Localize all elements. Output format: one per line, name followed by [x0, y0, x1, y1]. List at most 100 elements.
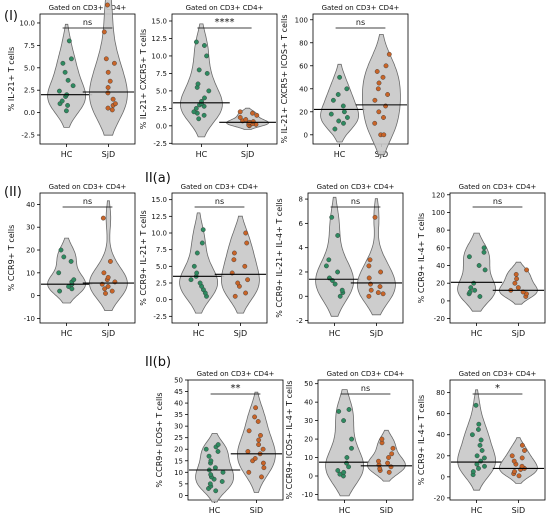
- significance-label: **: [231, 383, 241, 394]
- data-point: [69, 56, 74, 62]
- data-point: [349, 445, 354, 451]
- data-point: [105, 85, 111, 90]
- violin-panel: Gated on CD3+ CD4+ 0 5 10 15 20 25 30 35 40 45 50 % …: [155, 370, 284, 513]
- data-point: [326, 257, 332, 263]
- data-point: [467, 289, 473, 295]
- violin-panel: Gated on CD3+ CD4+ -2 0 2 4 6 8 % CCR9+ IL-21+ …: [275, 183, 404, 338]
- data-point: [208, 472, 214, 477]
- data-point: [335, 92, 341, 97]
- data-point: [332, 281, 338, 287]
- data-point: [68, 258, 74, 264]
- data-point: [62, 69, 68, 75]
- violin-panel: Gated on CD3+ CD4+ -10 0 10 20 30 40 50 % CCR9+ …: [285, 370, 414, 513]
- x-tick-label: HC: [471, 329, 483, 338]
- data-point: [516, 473, 522, 479]
- y-tick-label: 10: [304, 454, 313, 462]
- data-point: [105, 284, 111, 289]
- data-point: [323, 263, 329, 269]
- data-point: [520, 442, 525, 448]
- y-tick-label: 20: [26, 247, 35, 255]
- y-tick-label: 100: [295, 16, 308, 24]
- data-point: [105, 105, 111, 111]
- data-point: [245, 277, 251, 283]
- data-point: [344, 86, 350, 92]
- violin-shape: [179, 212, 218, 314]
- data-point: [231, 257, 237, 263]
- data-point: [372, 214, 378, 220]
- y-tick-label: 2.5: [24, 87, 35, 95]
- x-tick-label: HC: [209, 506, 221, 513]
- y-tick-label: 30: [26, 224, 35, 232]
- data-point: [58, 247, 64, 253]
- y-tick-label: 0.0: [156, 122, 167, 130]
- y-tick-label: 7.5: [156, 70, 167, 78]
- data-point: [481, 245, 487, 251]
- data-point: [260, 460, 266, 466]
- data-point: [377, 284, 383, 289]
- data-point: [243, 230, 249, 236]
- data-point: [206, 88, 212, 94]
- y-tick-label: -2.5: [21, 132, 35, 140]
- y-tick-label: 5.0: [156, 87, 167, 95]
- x-tick-label: SjD: [102, 150, 115, 159]
- panel-title: Gated on CD3+ CD4+: [459, 183, 537, 191]
- data-point: [329, 214, 335, 220]
- y-tick-label: 40: [436, 262, 445, 270]
- data-point: [481, 249, 487, 255]
- y-axis-label: % IL-21+ CXCR5+ T cells: [139, 29, 148, 129]
- data-point: [366, 263, 372, 269]
- data-point: [330, 97, 336, 103]
- data-point: [472, 287, 478, 293]
- data-point: [366, 275, 372, 281]
- plot-frame: [449, 379, 546, 501]
- data-point: [195, 81, 201, 87]
- violin-shape: [362, 34, 401, 156]
- y-tick-label: 0: [441, 473, 445, 481]
- panel-title: Gated on CD3+ CD4+: [49, 4, 127, 12]
- data-point: [243, 117, 249, 122]
- significance-label: ns: [351, 197, 360, 206]
- data-point: [212, 465, 218, 471]
- data-point: [376, 458, 381, 464]
- x-tick-label: HC: [329, 329, 341, 338]
- y-axis-label: % CCR9+ T cells: [7, 225, 16, 292]
- data-point: [368, 287, 374, 293]
- data-point: [250, 119, 256, 125]
- data-point: [243, 290, 249, 296]
- y-tick-label: 60: [436, 244, 445, 252]
- data-point: [470, 469, 476, 474]
- data-point: [386, 51, 392, 57]
- data-point: [386, 455, 391, 460]
- data-point: [337, 293, 343, 299]
- panel-title: Gated on CD3+ CD4+: [181, 183, 259, 191]
- y-axis-label: % CCR9+ IL-21+ IL-4+ T cells: [275, 198, 284, 317]
- data-point: [261, 465, 267, 471]
- data-point: [188, 277, 194, 283]
- data-point: [101, 29, 107, 35]
- plot-frame: [187, 379, 284, 501]
- data-point: [515, 285, 521, 290]
- data-point: [512, 469, 517, 474]
- data-point: [337, 74, 342, 80]
- data-point: [64, 108, 69, 114]
- violin-shape: [47, 237, 87, 304]
- data-point: [113, 101, 118, 107]
- y-tick-label: 2.5: [156, 105, 167, 113]
- panel-title: Gated on CD3+ CD4+: [49, 183, 127, 191]
- data-point: [378, 269, 383, 275]
- significance-label: *: [495, 383, 500, 394]
- data-point: [203, 446, 209, 452]
- data-point: [215, 449, 221, 454]
- data-point: [197, 280, 203, 286]
- data-point: [258, 432, 263, 438]
- x-tick-label: HC: [61, 329, 73, 338]
- y-tick-label: -2: [296, 317, 303, 325]
- y-tick-label: 0: [304, 131, 308, 139]
- y-tick-label: 10.0: [151, 52, 167, 60]
- data-point: [335, 233, 341, 238]
- y-tick-label: -20: [434, 315, 445, 323]
- data-point: [337, 471, 343, 477]
- violin-panel: Gated on CD3+ CD4+ -10 0 10 20 30 40 % CCR9+ T …: [7, 183, 136, 338]
- data-point: [346, 407, 352, 412]
- data-point: [253, 405, 259, 411]
